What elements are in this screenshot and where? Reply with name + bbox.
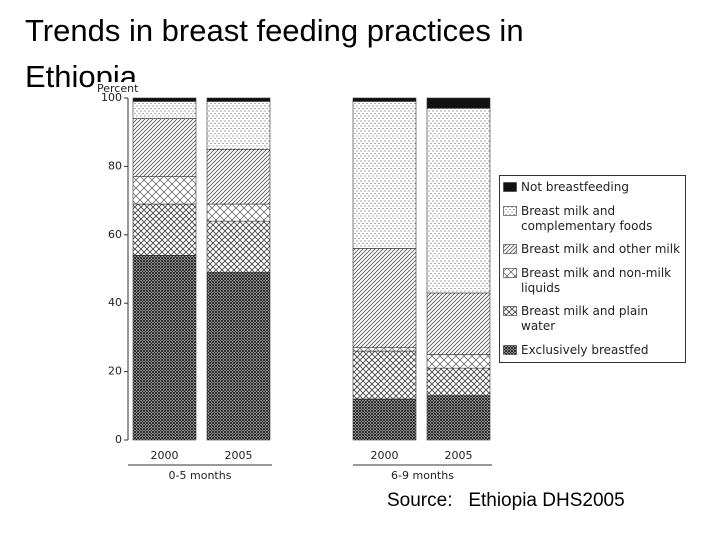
bar-segment [352,398,417,441]
legend-item: Breast milk and plain water [503,304,682,334]
legend-label: Not breastfeeding [521,180,629,194]
bar-segment [426,292,491,355]
legend-item: Not breastfeeding [503,180,682,195]
y-tick-label: 100 [101,91,122,104]
bar-segment [132,176,197,205]
legend-swatch [503,345,517,355]
x-tick-label: 2005 [225,449,253,462]
x-tick-label: 2000 [151,449,179,462]
legend-item: Breast milk and other milk [503,242,682,257]
y-tick-label: 60 [108,228,122,241]
bar-segment [206,203,271,222]
legend-swatch [503,205,517,216]
source: Source: Ethiopia DHS2005 [387,490,625,511]
bar-segment [352,350,417,400]
bar-segment [132,255,197,441]
y-tick-label: 40 [108,296,122,309]
bar-segment [426,367,491,396]
legend-label: Breast milk and other milk [521,242,681,257]
bar-segment [426,97,491,109]
bar-segment [132,101,197,119]
y-axis-label: Percent [97,82,139,95]
bar-segment [206,220,271,273]
bar-segment [426,395,491,441]
y-tick-label: 20 [108,365,122,378]
legend-label: Exclusively breastfed [521,342,649,357]
x-tick-label: 2005 [445,449,473,462]
legend-label: Breast milk and complementary foods [521,203,653,233]
bar-segment [426,107,491,294]
bar-segment [206,272,271,441]
group-label: 6-9 months [391,469,454,482]
bar-segment [206,101,271,150]
bar-segment [132,97,197,102]
legend-label: Breast milk and non-milk liquids [521,265,672,295]
bar-segment [352,248,417,348]
legend-label: Breast milk and plain water [521,304,649,334]
slide-title: Trends in breast feeding practices in Et… [25,13,524,94]
legend-item: Breast milk and non-milk liquids [503,266,682,296]
bar-segment [426,354,491,369]
group-label: 0-5 months [169,469,232,482]
bar-segment [352,347,417,352]
legend-swatch [503,182,517,192]
bar-segment [352,97,417,102]
bar-segment [206,149,271,205]
legend-swatch [503,267,517,278]
x-tick-label: 2000 [371,449,399,462]
legend-swatch [503,244,517,254]
legend-swatch [503,306,517,317]
legend: Not breastfeeding Breast milk and complem… [499,175,686,363]
bar-segment [132,118,197,177]
y-tick-label: 80 [108,159,122,172]
legend-item: Exclusively breastfed [503,343,682,358]
y-tick-label: 0 [115,433,122,446]
legend-item: Breast milk and complementary foods [503,204,682,234]
bar-segment [206,97,271,102]
bar-segment [352,101,417,249]
bar-segment [132,203,197,256]
